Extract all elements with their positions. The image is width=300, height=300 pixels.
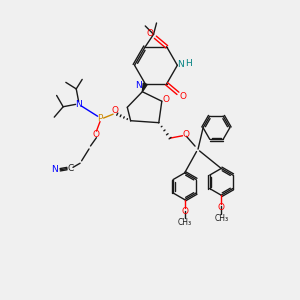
Text: O: O [181,207,188,216]
Text: N: N [75,100,82,109]
Text: O: O [112,106,119,115]
Text: O: O [93,130,100,139]
Polygon shape [142,83,147,92]
Text: CH₃: CH₃ [178,218,192,227]
Text: O: O [179,92,187,101]
Text: CH₃: CH₃ [214,214,228,223]
Text: O: O [183,130,190,139]
Text: N: N [135,80,142,89]
Text: O: O [163,95,170,104]
Text: N: N [178,60,184,69]
Text: C: C [68,164,74,173]
Text: H: H [185,59,192,68]
Text: N: N [51,165,58,174]
Text: O: O [218,203,225,212]
Text: O: O [146,29,154,38]
Text: P: P [97,114,103,123]
